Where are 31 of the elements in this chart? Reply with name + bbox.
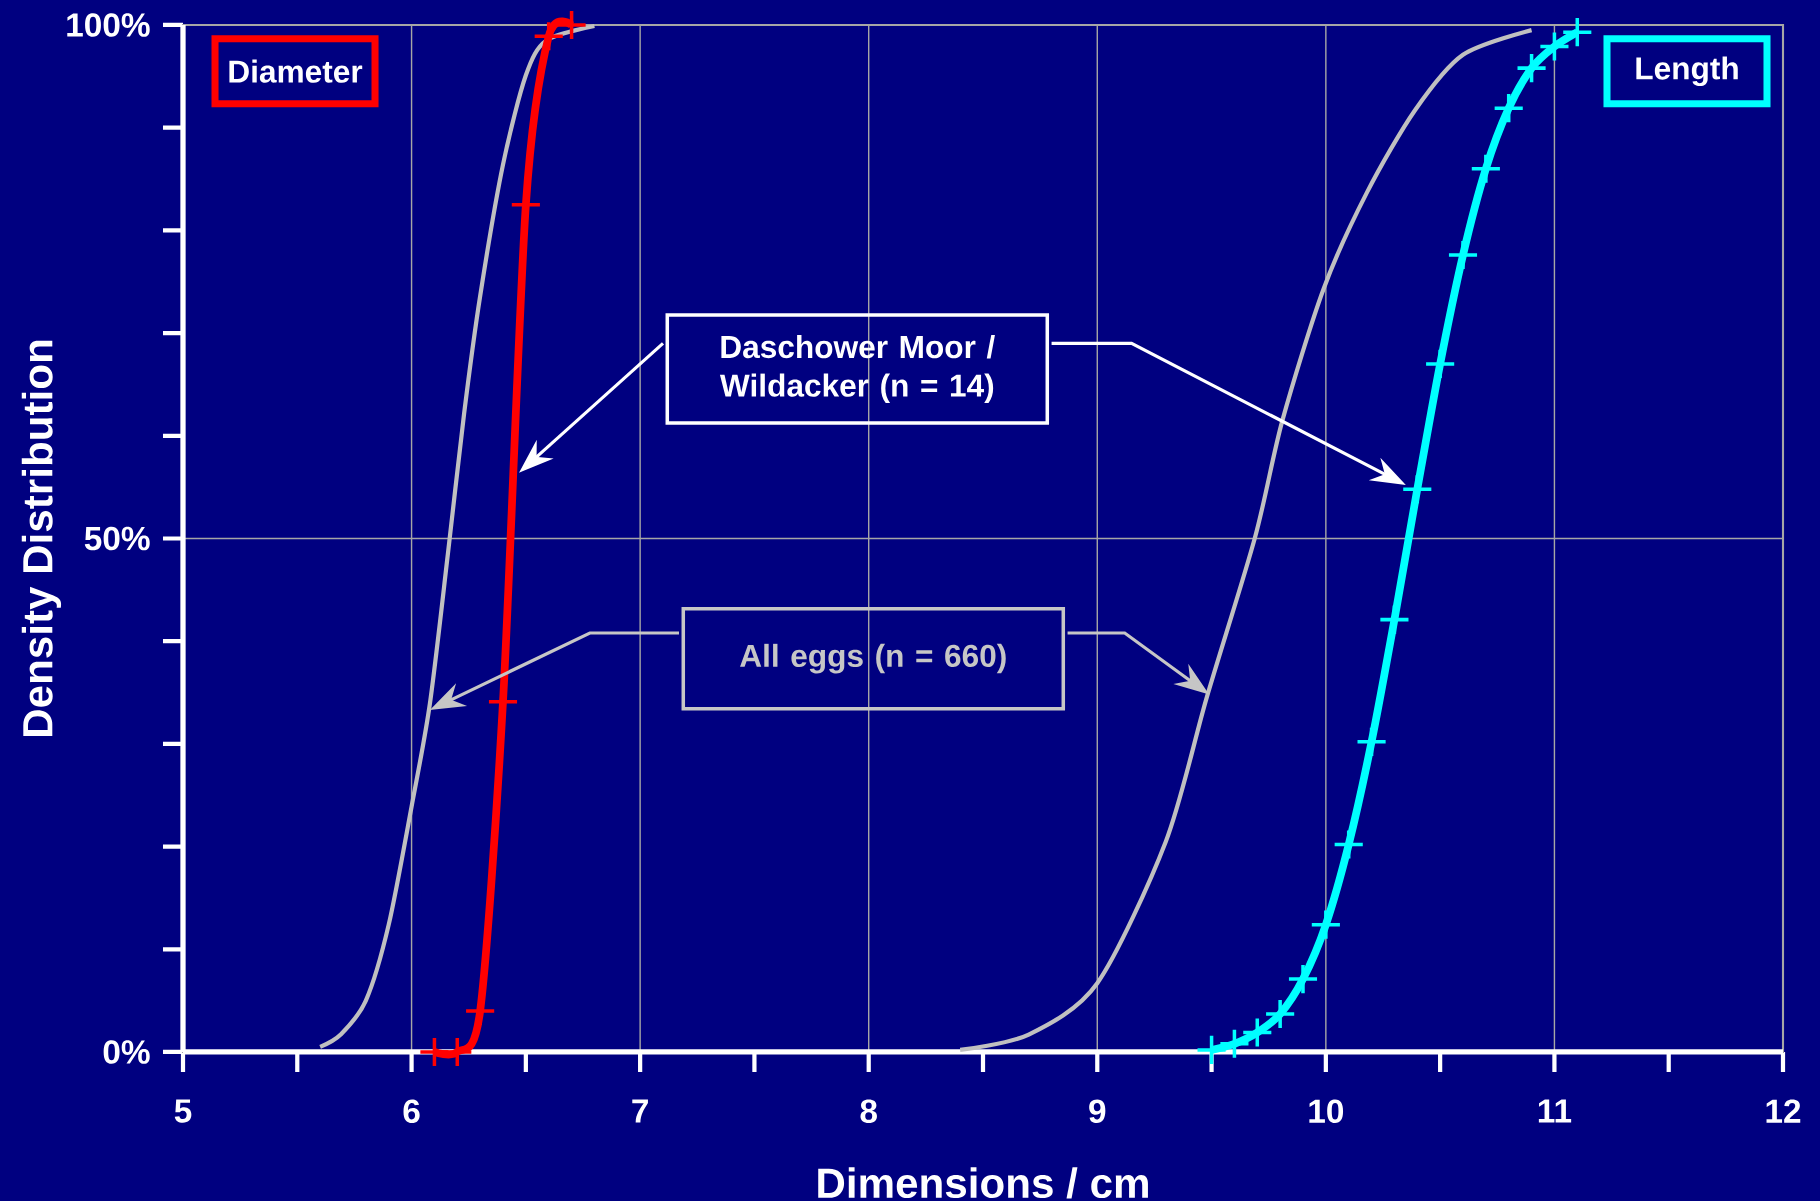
point — [1266, 999, 1295, 1029]
annotation: Diameter — [229, 59, 363, 83]
point — [443, 1037, 472, 1067]
x-tick-label: 12 — [1766, 1099, 1801, 1123]
x-tick-label: 5 — [174, 1099, 192, 1123]
point — [1357, 727, 1386, 756]
x-axis-title: Dimensions / cm — [818, 1167, 1148, 1199]
point — [1426, 349, 1455, 378]
point — [1311, 910, 1340, 939]
x-tick-label: 6 — [403, 1099, 420, 1124]
annotation: Length — [1636, 56, 1738, 87]
point — [1288, 965, 1318, 994]
y-tick-label: 50% — [84, 526, 150, 551]
x-tick-label: 7 — [632, 1099, 648, 1123]
point — [557, 10, 586, 40]
y-tick-label: 0% — [103, 1040, 150, 1064]
point — [1220, 1029, 1249, 1058]
point — [1448, 240, 1478, 270]
point — [1517, 54, 1546, 83]
annotation: All eggs (n = 660) — [740, 643, 1006, 674]
point — [1494, 94, 1523, 123]
y-axis-title: Density Distribution — [21, 340, 62, 737]
x-tick-label: 9 — [1089, 1099, 1106, 1124]
point — [1471, 154, 1500, 183]
y-tick-label: 100% — [67, 13, 150, 37]
x-tick-label: 10 — [1309, 1099, 1344, 1124]
x-tick-label: 8 — [860, 1099, 877, 1124]
point — [1403, 475, 1432, 504]
point — [1563, 18, 1592, 47]
x-tick-label: 11 — [1538, 1099, 1572, 1123]
point — [1197, 1035, 1226, 1064]
